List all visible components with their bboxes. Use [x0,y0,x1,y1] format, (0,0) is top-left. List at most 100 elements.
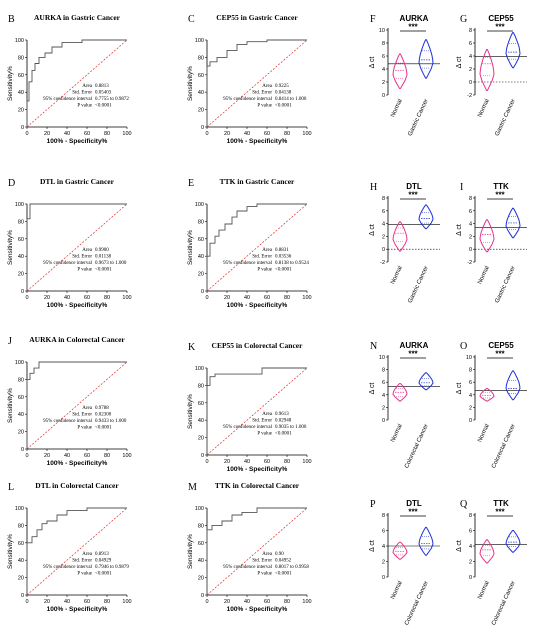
roc-panel-b: B AURKA in Gastric Cancer 00 20 20 40 40 60 60 80… [7,13,132,145]
stat-label: 95% confidence interval [43,419,92,424]
y-tick-label: 80 [198,383,204,389]
y-axis-label: Δ ct [456,224,463,236]
y-tick-label: 0 [201,453,204,459]
roc-curve [206,507,307,595]
y-tick-label: 80 [18,55,24,61]
violin-panel-n: N AURKA 0 2 4 6 8 10 Δ ct *** Normal Colorectal Can… [369,341,440,469]
stat-value: 0.9900 [95,248,109,253]
y-axis-label: Sensitivity% [7,66,14,101]
y-tick-label: 10 [379,355,385,361]
y-axis-label: Δ ct [369,224,376,236]
x-tick-label: 40 [244,599,250,605]
roc-title: DTL in Gastric Cancer [40,177,115,186]
x-tick-label: 20 [224,459,230,465]
stat-label: Area [82,552,92,557]
violin-normal [479,388,495,402]
y-tick-label: 8 [382,196,385,202]
y-tick-label: 2 [382,234,385,240]
x-tick-label: 20 [44,295,50,301]
y-tick-label: 0 [469,418,472,424]
y-tick-label: 100 [195,506,204,512]
roc-curve [26,203,127,291]
x-axis-label: 100% - Specificity% [47,302,108,309]
y-tick-label: 8 [469,28,472,34]
x-tick-label: 60 [84,599,90,605]
category-label: Normal [477,98,491,118]
y-tick-label: 6 [382,54,385,60]
violin-normal [392,383,408,402]
stat-label: P value [257,268,272,273]
panel-letter: H [370,182,377,193]
y-tick-label: 20 [18,430,24,436]
x-tick-label: 0 [25,599,28,605]
reference-diagonal [206,507,308,596]
y-tick-label: 2 [469,67,472,73]
stat-value: <0.0001 [275,572,292,577]
panel-letter: I [460,182,463,193]
stat-value: 0.8414 to 1.000 [275,97,307,102]
stat-label: 95% confidence interval [43,97,92,102]
y-tick-label: 60 [18,73,24,79]
stat-value: 0.8913 [95,552,109,557]
panel-letter: K [188,342,196,353]
x-tick-label: 100 [302,459,311,465]
violin-title: DTL [406,182,422,191]
stat-value: <0.0001 [95,268,112,273]
x-tick-label: 100 [122,131,131,137]
stat-label: Area [82,248,92,253]
stat-label: Area [262,412,272,417]
y-tick-label: 8 [382,368,385,374]
panel-letter: M [188,482,197,493]
violin-cancer [418,204,434,230]
violin-panel-h: H DTL -2 0 2 4 6 8 Δ ct *** Normal Gastric Cancer [369,182,440,304]
stat-label: P value [257,572,272,577]
y-tick-label: 20 [18,108,24,114]
category-label: Normal [390,580,404,600]
y-tick-label: 4 [382,67,385,73]
panel-letter: J [8,336,12,347]
y-tick-label: 20 [18,272,24,278]
roc-panel-j: J AURKA in Colorectal Cancer 00 20 20 40 40 60 6… [7,335,132,467]
y-tick-label: 60 [198,401,204,407]
roc-curve [206,203,307,291]
stat-value: 0.01138 [95,255,112,260]
stat-label: Std. Error [72,559,92,564]
stat-value: 0.7755 to 0.9872 [95,97,129,102]
y-axis-label: Sensitivity% [7,388,14,423]
y-tick-label: 40 [18,558,24,564]
category-label: Gastric Cancer [494,98,516,137]
stat-value: 0.9225 [275,84,289,89]
y-axis-label: Δ ct [456,57,463,69]
violin-panel-i: I TTK -2 0 2 4 6 8 Δ ct *** Normal Gastric Cancer [456,182,527,304]
stat-label: Area [82,84,92,89]
stat-label: Area [262,248,272,253]
x-tick-label: 40 [244,295,250,301]
category-label: Gastric Cancer [494,265,516,304]
y-tick-label: 40 [18,412,24,418]
roc-curve [206,367,307,455]
x-axis-label: 100% - Specificity% [227,606,288,613]
stat-value: <0.0001 [95,572,112,577]
x-tick-label: 80 [104,599,110,605]
reference-diagonal [26,203,128,292]
violin-normal [392,541,408,560]
roc-title: AURKA in Colorectal Cancer [29,335,125,344]
y-tick-label: 100 [195,38,204,44]
y-tick-label: 40 [198,558,204,564]
x-tick-label: 20 [44,599,50,605]
stat-label: Std. Error [252,419,272,424]
roc-title: CEP55 in Colorectal Cancer [212,341,304,350]
y-tick-label: 60 [198,73,204,79]
y-tick-label: 40 [198,254,204,260]
x-tick-label: 100 [302,295,311,301]
stat-value: 0.9673 to 1.000 [95,261,127,266]
y-axis-label: Sensitivity% [7,230,14,265]
y-tick-label: 0 [382,93,385,99]
y-tick-label: 60 [18,237,24,243]
roc-panel-d: D DTL in Gastric Cancer 00 20 20 40 40 60 60 80 80… [7,177,132,309]
x-axis-label: 100% - Specificity% [227,138,288,145]
y-tick-label: 80 [198,55,204,61]
y-tick-label: 2 [382,560,385,566]
y-tick-label: 0 [201,593,204,599]
y-tick-label: 20 [198,272,204,278]
